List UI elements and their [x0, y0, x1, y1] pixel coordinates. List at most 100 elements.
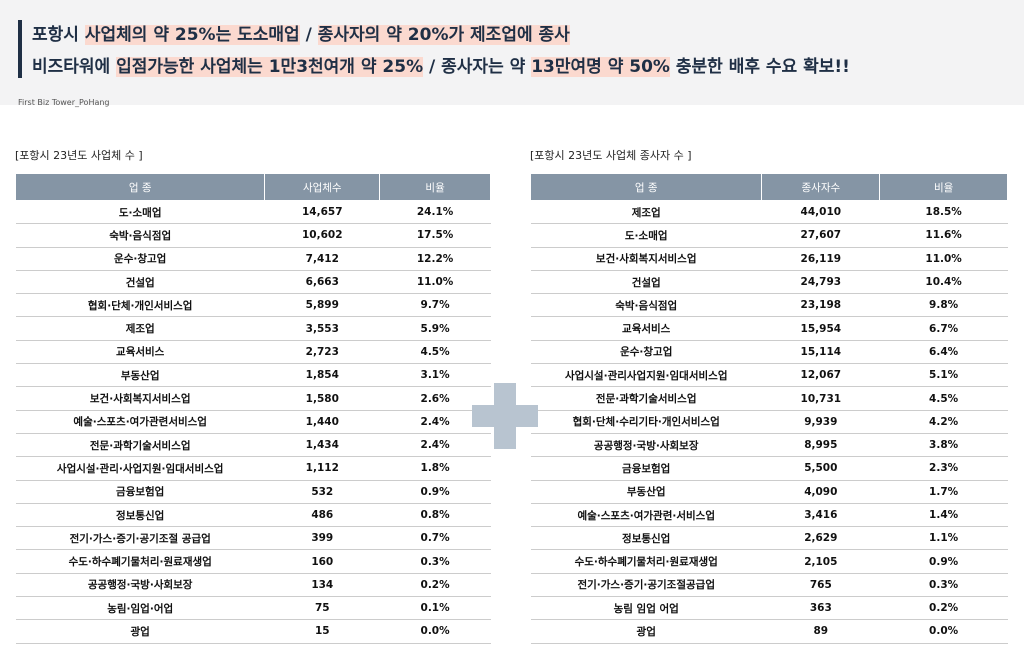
- cell: 2,629: [761, 526, 880, 551]
- cell: 숙박·음식점업: [530, 293, 762, 318]
- cell: 0.9%: [379, 480, 491, 504]
- column-header: 비율: [379, 173, 491, 201]
- row: 건설업 24,793 10.4%: [530, 270, 1008, 295]
- cell: 9.7%: [379, 293, 491, 318]
- cell: 4.5%: [379, 340, 491, 365]
- text: 충분한 배후 수요 확보!!: [669, 57, 850, 77]
- cell: 3,416: [761, 503, 880, 528]
- cell: 농림·임업·어업: [15, 596, 265, 621]
- accent-bar: [18, 20, 22, 78]
- cell: 0.2%: [379, 573, 491, 598]
- text: 포항시: [32, 25, 85, 45]
- cell: 18.5%: [879, 200, 1008, 225]
- row: 금융보험업 5,500 2.3%: [530, 456, 1008, 481]
- row: 광업 89 0.0%: [530, 619, 1008, 644]
- cell: 5,500: [761, 456, 880, 481]
- brand: First Biz Tower_PoHang: [18, 98, 110, 107]
- cell: 정보통신업: [15, 503, 265, 528]
- row: 운수·창고업 15,114 6.4%: [530, 340, 1008, 365]
- cell: 3,553: [264, 316, 380, 341]
- highlight: 입점가능한 사업체는 1만3천여개 약 25%: [116, 57, 424, 77]
- row: 협회·단체·개인서비스업 5,899 9.7%: [15, 293, 491, 318]
- table-title: [포항시 23년도 사업체 종사자 수 ]: [530, 149, 692, 162]
- cell: 0.0%: [379, 619, 491, 644]
- row: 부동산업 1,854 3.1%: [15, 363, 491, 388]
- cell: 24,793: [761, 270, 880, 295]
- text: / 종사자는 약: [423, 57, 532, 77]
- cell: 운수·창고업: [530, 340, 762, 365]
- cell: 0.0%: [879, 619, 1008, 644]
- cell: 1.8%: [379, 456, 491, 481]
- header-row: 업 종 사업체수 비율: [14, 173, 491, 201]
- row: 제조업 44,010 18.5%: [530, 200, 1008, 225]
- row: 공공행정·국방·사회보장 8,995 3.8%: [530, 433, 1008, 458]
- cell: 10.4%: [879, 270, 1008, 295]
- row: 도·소매업 14,657 24.1%: [15, 200, 491, 225]
- cell: 0.8%: [379, 503, 491, 528]
- row: 교육서비스 15,954 6.7%: [530, 316, 1008, 341]
- cell: 전기·가스·증기·공기조절공급업: [530, 573, 762, 598]
- row: 농림 임업 어업 363 0.2%: [530, 596, 1008, 621]
- row: 부동산업 4,090 1.7%: [530, 480, 1008, 504]
- cell: 공공행정·국방·사회보장: [530, 433, 762, 458]
- column-header: 사업체수: [264, 173, 381, 201]
- row: 제조업 3,553 5.9%: [15, 316, 491, 341]
- row: 도·소매업 27,607 11.6%: [530, 223, 1008, 248]
- cell: 2,105: [761, 549, 880, 574]
- row: 보건·사회복지서비스업 26,119 11.0%: [530, 247, 1008, 271]
- cell: 9.8%: [879, 293, 1008, 318]
- cell: 금융보험업: [15, 480, 265, 504]
- row: 전문·과학기술서비스업 10,731 4.5%: [530, 386, 1008, 411]
- cell: 운수·창고업: [15, 247, 265, 271]
- cell: 2.3%: [879, 456, 1008, 481]
- cell: 7,412: [264, 247, 380, 271]
- cell: 0.2%: [879, 596, 1008, 621]
- cell: 도·소매업: [530, 223, 762, 248]
- cell: 정보통신업: [530, 526, 762, 551]
- cell: 10,602: [264, 223, 380, 248]
- cell: 부동산업: [530, 480, 762, 504]
- cell: 사업시설·관리·사업지원·임대서비스업: [15, 456, 265, 481]
- cell: 160: [264, 549, 380, 574]
- column-header: 종사자수: [761, 173, 881, 201]
- row: 협회·단체·수리기타·개인서비스업 9,939 4.2%: [530, 410, 1008, 434]
- cell: 11.6%: [879, 223, 1008, 248]
- cell: 숙박·음식점업: [15, 223, 265, 248]
- cell: 24.1%: [379, 200, 491, 225]
- cell: 1,434: [264, 433, 380, 458]
- cell: 도·소매업: [15, 200, 265, 225]
- cell: 26,119: [761, 247, 880, 271]
- cell: 금융보험업: [530, 456, 762, 481]
- table: 업 종 사업체수 비율 도·소매업 14,657 24.1% 숙박·음식점업 10,602 17…: [14, 173, 491, 644]
- cell: 전기·가스·증기·공기조절 공급업: [15, 526, 265, 551]
- cell: 1.4%: [879, 503, 1008, 528]
- text: /: [299, 25, 318, 45]
- row: 사업시설·관리사업지원·임대서비스업 12,067 5.1%: [530, 363, 1008, 388]
- cell: 3.8%: [879, 433, 1008, 458]
- cell: 17.5%: [379, 223, 491, 248]
- cell: 1.1%: [879, 526, 1008, 551]
- cell: 광업: [530, 619, 762, 644]
- cell: 건설업: [530, 270, 762, 295]
- plus-icon: [472, 383, 538, 449]
- highlight: 사업체의 약 25%는 도소매업: [84, 25, 300, 45]
- cell: 4.5%: [879, 386, 1008, 411]
- cell: 교육서비스: [530, 316, 762, 341]
- cell: 9,939: [761, 410, 880, 434]
- cell: 11.0%: [379, 270, 491, 295]
- cell: 광업: [15, 619, 265, 644]
- table-title: [포항시 23년도 사업체 수 ]: [15, 149, 143, 162]
- cell: 10,731: [761, 386, 880, 411]
- cell: 12.2%: [379, 247, 491, 271]
- cell: 공공행정·국방·사회보장: [15, 573, 265, 598]
- row: 금융보험업 532 0.9%: [15, 480, 491, 504]
- cell: 제조업: [530, 200, 762, 225]
- cell: 3.1%: [379, 363, 491, 388]
- cell: 1,580: [264, 386, 380, 411]
- row: 보건·사회복지서비스업 1,580 2.6%: [15, 386, 491, 411]
- row: 농림·임업·어업 75 0.1%: [15, 596, 491, 621]
- cell: 보건·사회복지서비스업: [15, 386, 265, 411]
- row: 정보통신업 486 0.8%: [15, 503, 491, 528]
- row: 숙박·음식점업 10,602 17.5%: [15, 223, 491, 248]
